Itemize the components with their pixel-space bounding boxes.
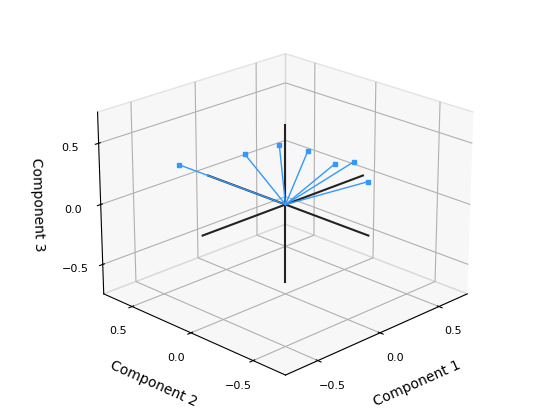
X-axis label: Component 1: Component 1 (371, 358, 463, 409)
Y-axis label: Component 2: Component 2 (108, 358, 199, 409)
